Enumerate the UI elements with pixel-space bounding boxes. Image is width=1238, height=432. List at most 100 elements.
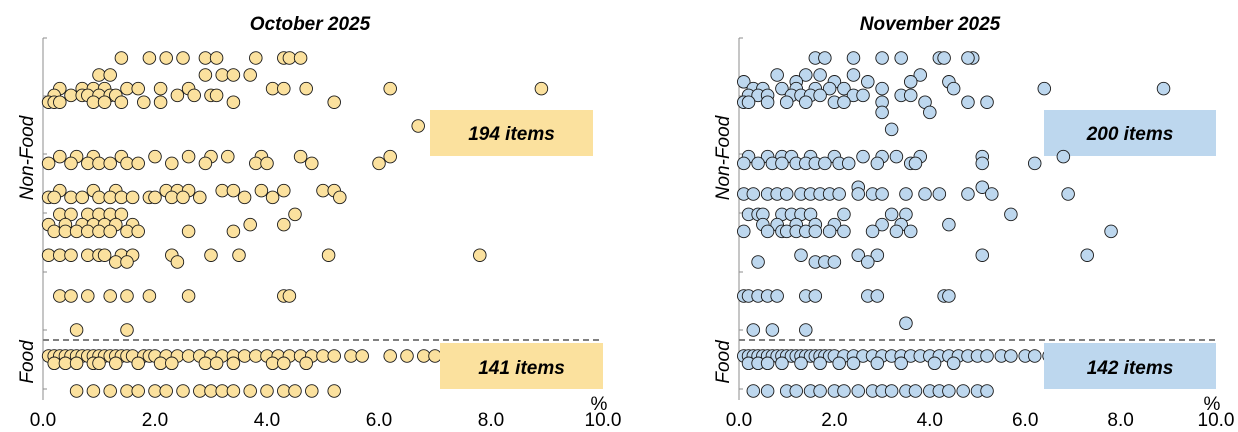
data-point (770, 68, 784, 82)
data-point (243, 68, 257, 82)
data-point (243, 217, 257, 232)
data-point (884, 207, 899, 222)
data-point (53, 149, 67, 164)
chart-title: November 2025 (860, 14, 1001, 35)
data-point (299, 81, 313, 96)
data-point (751, 156, 765, 171)
data-point (899, 316, 913, 330)
data-point (775, 156, 789, 171)
data-point (226, 183, 241, 198)
data-point (120, 81, 134, 96)
data-point (884, 122, 899, 137)
x-axis-unit: % (1204, 394, 1221, 415)
data-point (383, 81, 397, 96)
data-point (237, 349, 252, 363)
data-point (316, 349, 330, 363)
data-point (861, 255, 875, 269)
x-tick-label: 8.0 (1107, 410, 1133, 431)
data-point (176, 384, 190, 398)
data-point (137, 95, 151, 109)
data-point (103, 224, 117, 239)
data-point (142, 51, 157, 65)
data-point (870, 289, 885, 303)
data-point (103, 384, 117, 398)
data-point (114, 207, 129, 222)
data-point (198, 51, 213, 65)
data-points (41, 51, 549, 398)
data-point (1004, 207, 1018, 222)
data-point (837, 81, 851, 96)
data-point (737, 224, 751, 239)
data-point (894, 356, 908, 371)
non-food-count-box (430, 110, 593, 156)
data-point (316, 183, 330, 198)
data-point (875, 217, 889, 232)
data-point (875, 105, 889, 120)
data-point (799, 95, 813, 109)
data-point (170, 88, 185, 103)
data-point (131, 224, 145, 239)
y-category-label-non-food: Non-Food (713, 114, 734, 200)
data-point (1104, 224, 1118, 239)
data-point (277, 183, 291, 198)
data-point (813, 88, 827, 103)
data-point (69, 323, 84, 337)
data-point (1037, 81, 1052, 96)
data-point (277, 81, 291, 96)
data-point (400, 349, 414, 363)
data-point (176, 51, 190, 65)
x-tick-label: 0.0 (726, 410, 752, 431)
data-point (975, 180, 990, 194)
data-point (746, 384, 761, 398)
data-point (942, 217, 956, 232)
data-point (81, 156, 95, 171)
data-point (837, 384, 851, 398)
data-point (86, 95, 101, 109)
data-point (961, 187, 975, 201)
data-point (760, 384, 775, 398)
food-count-box (440, 343, 603, 389)
data-point (299, 356, 313, 371)
data-points (737, 51, 1171, 398)
data-point (832, 356, 846, 371)
data-point (170, 255, 185, 269)
data-point (846, 356, 861, 371)
data-point (851, 384, 866, 398)
data-point (58, 356, 73, 371)
data-point (875, 187, 889, 201)
data-point (894, 51, 908, 65)
data-point (851, 248, 866, 262)
data-point (109, 255, 123, 269)
data-point (97, 248, 112, 262)
data-point (344, 349, 358, 363)
x-tick-label: 0.0 (30, 410, 56, 431)
data-point (305, 156, 319, 171)
data-point (109, 356, 123, 371)
data-point (288, 384, 302, 398)
x-tick-label: 6.0 (1012, 410, 1038, 431)
data-point (889, 224, 904, 239)
data-point (861, 75, 875, 89)
data-point (277, 356, 291, 371)
data-point (383, 149, 397, 164)
data-point (946, 81, 961, 96)
x-tick-label: 10.0 (1198, 410, 1235, 431)
data-point (260, 384, 274, 398)
data-point (282, 51, 297, 65)
data-point (103, 190, 117, 205)
non-food-count-box (1044, 110, 1216, 156)
data-point (813, 384, 827, 398)
data-point (903, 88, 918, 103)
data-point (125, 190, 140, 205)
data-point (355, 349, 369, 363)
food-count-label: 142 items (1087, 358, 1174, 379)
chart-panel-2: November 2025 Non-Food Food 0.0 2.0 4.0 6.0 8.0… (713, 14, 1234, 431)
data-point (153, 356, 168, 371)
data-point (937, 51, 951, 65)
data-point (92, 224, 106, 239)
data-point (103, 156, 117, 171)
data-point (372, 156, 386, 171)
data-point (779, 95, 794, 109)
data-point (473, 248, 487, 262)
data-point (41, 248, 56, 262)
